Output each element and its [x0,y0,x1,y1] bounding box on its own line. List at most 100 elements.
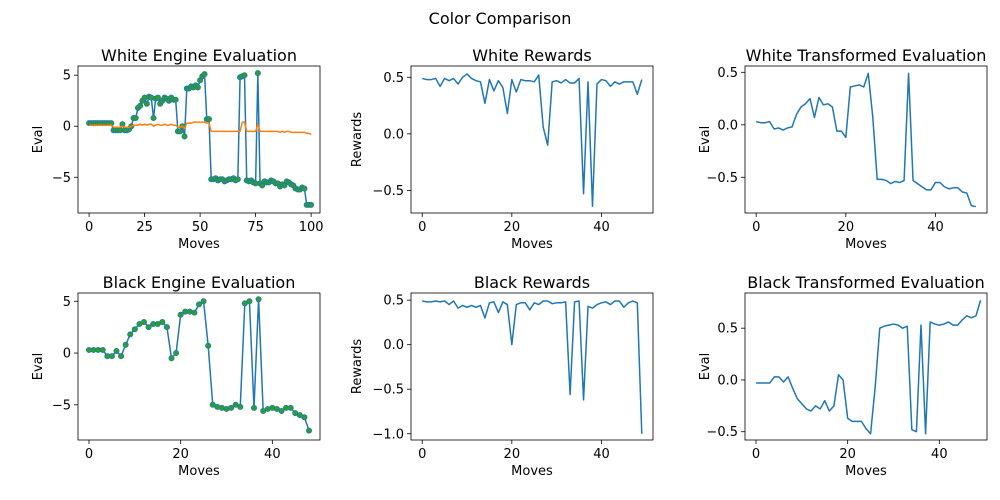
data-point [287,404,294,411]
y-axis-label: Rewards [350,112,365,167]
y-tick-label: −0.5 [706,171,738,186]
x-tick-label: 40 [593,447,610,462]
data-point [154,94,161,101]
subplot-title: Black Transformed Evaluation [747,273,984,292]
y-tick-label: −5 [52,398,71,413]
data-point [132,115,139,122]
x-tick-label: 0 [418,220,426,235]
data-point [308,201,315,208]
plot-frame [744,292,988,441]
data-point [113,347,120,354]
y-tick-label: −0.5 [372,383,404,398]
y-axis-label: Eval [698,126,713,154]
data-point [191,309,198,316]
data-point [200,298,207,305]
data-point [122,341,129,348]
x-tick-label: 0 [85,447,93,462]
x-tick-label: 0 [418,447,426,462]
subplot-title: White Rewards [472,46,592,65]
plot-frame [410,292,654,441]
x-axis-label: Moves [511,464,553,479]
x-tick-label: 0 [85,220,93,235]
data-point [228,404,235,411]
x-tick-label: 40 [931,447,948,462]
data-point [278,408,285,415]
data-point [168,355,175,362]
x-tick-label: 75 [247,220,264,235]
data-point [254,70,261,77]
data-point [246,298,253,305]
y-tick-label: 0.0 [717,373,738,388]
y-tick-label: −5 [52,171,71,186]
subplot-title: Black Engine Evaluation [103,273,296,292]
series-line-1 [756,72,976,208]
data-point [234,176,241,183]
y-tick-label: 0.5 [717,322,738,337]
series-line-1 [422,300,643,434]
data-point [177,311,184,318]
data-point [99,346,106,353]
plot-frame [77,65,321,214]
data-point [145,324,152,331]
data-point [241,72,248,79]
x-tick-label: 20 [838,220,855,235]
x-axis-label: Moves [511,237,553,252]
y-axis-label: Eval [31,126,46,154]
y-tick-label: 0.0 [383,338,404,353]
y-tick-label: 0.0 [383,127,404,142]
data-point [205,116,212,123]
x-tick-label: 25 [136,220,153,235]
x-tick-label: 40 [264,447,281,462]
x-tick-label: 20 [504,447,521,462]
data-point [143,100,150,107]
y-tick-label: −0.5 [372,184,404,199]
data-point [195,301,202,308]
subplot-black-engine: 0 20 40 −5 0 5 Black Engine Evaluation Moves Eva… [31,273,321,479]
x-tick-label: 0 [752,447,760,462]
subplot-title: Black Rewards [474,273,590,292]
x-tick-label: 0 [752,220,760,235]
y-tick-label: 5 [63,295,71,310]
data-point [163,324,170,331]
data-point [108,353,115,360]
data-point [181,133,188,140]
subplot-white-engine: 0 25 50 75 100 −5 0 5 White Engine Evaluation Mov… [31,46,324,252]
y-tick-label: 0 [63,120,71,135]
y-tick-label: −0.5 [706,425,738,440]
y-axis-label: Rewards [350,339,365,394]
series-line-1 [422,73,643,207]
y-tick-label: 0.5 [383,71,404,86]
y-tick-label: 0.5 [383,294,404,309]
series-line-1 [756,300,982,435]
y-tick-label: 5 [63,69,71,84]
y-tick-label: 0.0 [717,118,738,133]
series-markers [86,296,312,434]
plot-frame [744,65,988,214]
subplot-black-rewards: 0 20 40 −1.0 −0.5 0.0 0.5 Black Rewards Moves Rew… [350,273,654,479]
x-axis-label: Moves [845,464,887,479]
series-line-2 [89,121,312,136]
y-axis-label: Eval [31,353,46,381]
subplot-title: White Transformed Evaluation [746,46,987,65]
data-point [201,71,208,78]
data-point [194,84,201,91]
data-point [131,326,138,333]
x-tick-label: 40 [593,220,610,235]
plot-frame [410,65,654,214]
x-axis-label: Moves [845,237,887,252]
subplot-title: White Engine Evaluation [101,46,297,65]
y-tick-label: 0 [63,347,71,362]
subplot-white-transformed: 0 20 40 −0.5 0.0 0.5 White Transformed Evaluat… [698,46,988,252]
plot-frame [77,292,321,441]
subplot-white-rewards: 0 20 40 −0.5 0.0 0.5 White Rewards Moves Rewards [350,46,654,252]
subplot-black-transformed: 0 20 40 −0.5 0.0 0.5 Black Transformed Evaluat… [698,273,988,479]
data-point [305,427,312,434]
figure-suptitle: Color Comparison [429,9,572,28]
x-tick-label: 100 [299,220,324,235]
data-point [250,404,257,411]
y-tick-label: −1.0 [372,427,404,442]
series-markers [86,70,315,208]
x-axis-label: Moves [178,464,220,479]
x-tick-label: 50 [192,220,209,235]
